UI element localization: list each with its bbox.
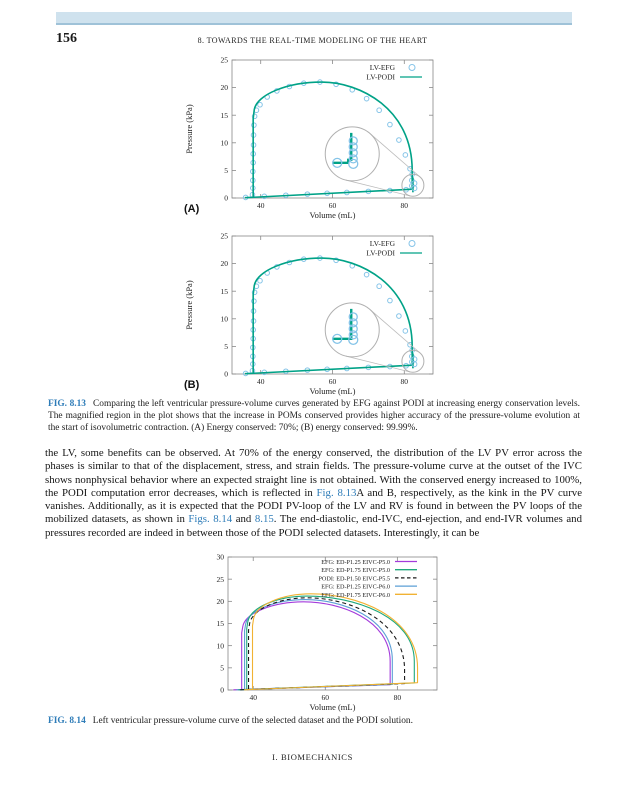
svg-text:LV-PODI: LV-PODI: [366, 73, 395, 82]
panel-a-label: (A): [184, 203, 200, 215]
section-footer: I. BIOMECHANICS: [272, 752, 353, 762]
svg-text:60: 60: [329, 201, 337, 210]
svg-text:40: 40: [249, 693, 257, 702]
pv-loop-chart-a: 40 60 80 0 5 10 15 20 25 Volume (mL) Pressure (kPa…: [184, 56, 434, 220]
svg-text:25: 25: [221, 232, 229, 241]
svg-text:40: 40: [257, 201, 265, 210]
figure-8-14-caption: FIG. 8.14 Left ventricular pressure-volum…: [48, 716, 580, 728]
svg-text:20: 20: [217, 597, 225, 606]
figure-8-13-caption: FIG. 8.13 Comparing the left ventricular …: [48, 399, 580, 435]
page-number: 156: [56, 31, 77, 46]
paragraph-text: and: [232, 513, 255, 526]
figure-8-13-caption-text: Comparing the left ventricular pressure-…: [48, 399, 580, 433]
figure-8-14-caption-text: Left ventricular pressure-volume curve o…: [92, 716, 413, 726]
svg-text:25: 25: [217, 575, 225, 584]
svg-text:LV-EFG: LV-EFG: [370, 239, 396, 248]
figure-8-14-caption-label: FIG. 8.14: [48, 716, 86, 726]
page-top-bar: [56, 12, 572, 25]
svg-text:60: 60: [329, 377, 337, 386]
paragraph-text: A and B, respectively, as the kink in th…: [45, 486, 582, 526]
pv-loop-chart-b: 40 60 80 0 5 10 15 20 25 Volume (mL) Pressure (kPa…: [184, 232, 434, 396]
svg-text:EFG: ED-P1.75 EIVC-P5.0: EFG: ED-P1.75 EIVC-P5.0: [321, 567, 390, 574]
svg-text:15: 15: [221, 287, 229, 296]
svg-text:80: 80: [401, 201, 409, 210]
svg-text:Volume (mL): Volume (mL): [310, 386, 356, 396]
svg-text:Pressure (kPa): Pressure (kPa): [184, 280, 194, 330]
svg-text:80: 80: [394, 693, 402, 702]
svg-text:LV-PODI: LV-PODI: [366, 249, 395, 258]
svg-text:5: 5: [220, 663, 224, 672]
svg-text:60: 60: [322, 693, 330, 702]
svg-text:80: 80: [401, 377, 409, 386]
svg-text:5: 5: [224, 342, 228, 351]
paragraph-text: . The end-diastolic, end-IVC, end-ejecti…: [45, 513, 582, 539]
svg-text:EFG: ED-P1.25 EIVC-P5.0: EFG: ED-P1.25 EIVC-P5.0: [321, 559, 390, 566]
figref-link-8-13[interactable]: Fig. 8.13: [316, 486, 357, 499]
svg-text:25: 25: [221, 56, 229, 65]
svg-text:40: 40: [257, 377, 265, 386]
svg-text:15: 15: [221, 111, 229, 120]
svg-text:10: 10: [221, 138, 229, 147]
svg-text:0: 0: [220, 686, 224, 695]
svg-text:0: 0: [224, 194, 228, 203]
figref-link-8-14[interactable]: Figs. 8.14: [188, 513, 233, 526]
svg-text:15: 15: [217, 619, 225, 628]
paragraph-text: the LV, some benefits can be observed. A…: [45, 447, 582, 499]
panel-b-label: (B): [184, 379, 200, 391]
svg-text:Volume (mL): Volume (mL): [310, 702, 356, 712]
figure-8-13-panel-a-chart: 40 60 80 0 5 10 15 20 25 Volume (mL) Pressure (kPa…: [170, 52, 450, 229]
svg-text:PODI: ED-P1.50 EIVC-P5.5: PODI: ED-P1.50 EIVC-P5.5: [318, 575, 390, 582]
svg-text:Pressure (kPa): Pressure (kPa): [184, 104, 194, 154]
svg-text:LV-EFG: LV-EFG: [370, 63, 396, 72]
svg-text:30: 30: [217, 553, 225, 562]
svg-text:EFG: ED-P1.75 EIVC-P6.0: EFG: ED-P1.75 EIVC-P6.0: [321, 592, 390, 599]
figref-link-8-15[interactable]: 8.15: [254, 513, 274, 526]
figure-8-13-panel-b-chart: 40 60 80 0 5 10 15 20 25 Volume (mL) Pressure (kPa…: [170, 228, 450, 405]
svg-text:Volume (mL): Volume (mL): [310, 210, 356, 220]
svg-text:EFG: ED-P1.25 EIVC-P6.0: EFG: ED-P1.25 EIVC-P6.0: [321, 584, 390, 591]
svg-text:20: 20: [221, 259, 229, 268]
figure-8-13-caption-label: FIG. 8.13: [48, 399, 86, 409]
running-head: 8. TOWARDS THE REAL-TIME MODELING OF THE…: [197, 36, 428, 45]
svg-text:0: 0: [224, 370, 228, 379]
body-paragraph: the LV, some benefits can be observed. A…: [45, 447, 582, 540]
svg-text:10: 10: [221, 314, 229, 323]
svg-text:10: 10: [217, 641, 225, 650]
svg-text:5: 5: [224, 166, 228, 175]
svg-text:20: 20: [221, 83, 229, 92]
